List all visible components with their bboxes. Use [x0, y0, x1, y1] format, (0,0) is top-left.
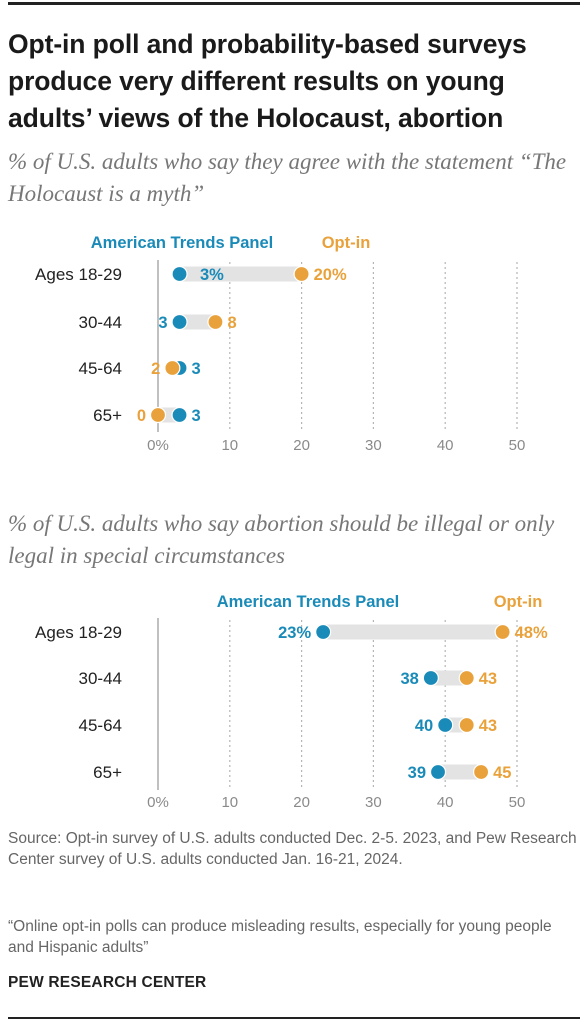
value-label-optin: 45 [493, 764, 511, 782]
age-group-label: 65+ [93, 406, 122, 425]
dot-american-trends-panel [171, 265, 188, 283]
legend-american-trends-panel: American Trends Panel [217, 593, 400, 611]
x-tick-label: 10 [221, 794, 238, 811]
value-label-optin: 48% [515, 624, 548, 642]
value-label-optin: 43 [479, 717, 497, 735]
value-label-atp: 3 [158, 314, 167, 332]
dot-opt-in [207, 313, 224, 331]
quote-note: “Online opt-in polls can produce mislead… [8, 918, 552, 956]
dot-american-trends-panel [171, 313, 188, 331]
dot-opt-in [149, 406, 167, 424]
x-tick-label: 30 [365, 437, 382, 454]
x-tick-label: 0% [147, 437, 169, 454]
dot-opt-in [458, 716, 475, 734]
dot-opt-in [473, 763, 490, 781]
abortion-dot-chart: 0% 10 20 30 40 50 American Trends Panel Opt-in A… [35, 593, 548, 811]
value-label-atp: 38 [400, 670, 418, 688]
value-label-optin: 8 [227, 314, 236, 332]
value-label-atp: 39 [408, 764, 426, 782]
x-tick-label: 10 [221, 437, 238, 454]
dot-american-trends-panel [315, 623, 332, 641]
age-group-label: Ages 18-29 [35, 265, 122, 284]
dot-american-trends-panel [171, 406, 188, 424]
age-group-label: 30-44 [79, 669, 122, 688]
x-tick-label: 0% [147, 794, 169, 811]
age-group-label: 45-64 [79, 359, 122, 378]
legend-opt-in: Opt-in [322, 234, 371, 252]
x-tick-label: 20 [293, 794, 310, 811]
x-tick-label: 20 [293, 437, 310, 454]
value-label-optin: 2 [151, 360, 160, 378]
bottom-rule [8, 1017, 580, 1019]
value-label-atp: 3 [192, 360, 201, 378]
value-label-atp: 3 [192, 407, 201, 425]
dot-american-trends-panel [437, 716, 454, 734]
x-tick-label: 40 [437, 437, 454, 454]
chart2-subtitle: % of U.S. adults who say abortion should… [8, 511, 555, 568]
age-group-label: Ages 18-29 [35, 623, 122, 642]
legend-opt-in: Opt-in [494, 593, 543, 611]
dot-opt-in [494, 623, 511, 641]
value-label-optin: 43 [479, 670, 497, 688]
age-group-label: 65+ [93, 763, 122, 782]
value-label-atp: 23% [278, 624, 311, 642]
age-group-label: 30-44 [79, 313, 122, 332]
x-tick-label: 50 [509, 437, 526, 454]
x-tick-label: 50 [509, 794, 526, 811]
source-note: Source: Opt-in survey of U.S. adults con… [8, 830, 577, 868]
value-label-optin: 0 [137, 407, 146, 425]
chart-title: Opt-in poll and probability-based survey… [8, 29, 527, 133]
x-tick-label: 40 [437, 794, 454, 811]
x-tick-label: 30 [365, 794, 382, 811]
dot-american-trends-panel [422, 669, 439, 687]
chart1-subtitle: % of U.S. adults who say they agree with… [8, 149, 567, 206]
value-label-optin: 20% [314, 266, 347, 284]
legend-american-trends-panel: American Trends Panel [91, 234, 274, 252]
dot-opt-in [164, 359, 181, 377]
dot-american-trends-panel [429, 763, 447, 781]
dot-opt-in [293, 265, 310, 283]
footer-pew-research-center: PEW RESEARCH CENTER [8, 974, 207, 991]
value-label-atp: 40 [415, 717, 433, 735]
value-label-atp: 3% [200, 266, 224, 284]
top-rule [8, 2, 580, 5]
age-group-label: 45-64 [79, 716, 122, 735]
dot-opt-in [458, 669, 475, 687]
